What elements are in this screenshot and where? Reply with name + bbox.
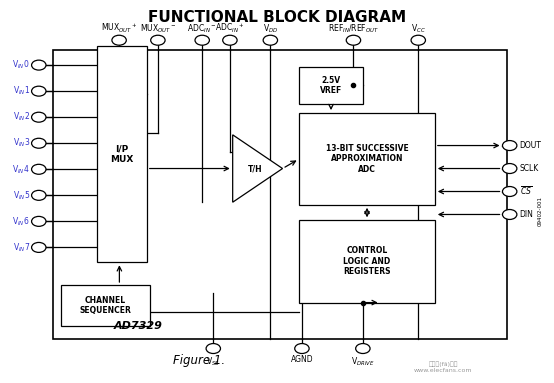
Bar [61,285,150,326]
Text: ADC$_{IN}$$^-$: ADC$_{IN}$$^-$ [187,22,217,35]
Circle shape [195,35,209,45]
Text: V$_{IN}$0: V$_{IN}$0 [12,59,30,71]
Circle shape [502,187,517,196]
Circle shape [206,344,220,354]
Polygon shape [233,135,283,202]
Circle shape [263,35,278,45]
Circle shape [112,35,126,45]
Circle shape [502,164,517,173]
Circle shape [295,344,309,354]
Text: T/H: T/H [248,164,262,173]
Circle shape [356,344,370,354]
Text: AGND: AGND [291,355,313,364]
Text: CONTROL
LOGIC AND
REGISTERS: CONTROL LOGIC AND REGISTERS [343,247,391,276]
Bar [97,46,147,262]
Text: MUX$_{OUT}$$^+$: MUX$_{OUT}$$^+$ [101,22,137,35]
Circle shape [411,35,425,45]
Circle shape [151,35,165,45]
Circle shape [32,242,46,252]
Bar [299,67,363,104]
Text: MUX$_{OUT}$$^-$: MUX$_{OUT}$$^-$ [140,22,176,35]
Circle shape [32,190,46,200]
Text: V$_{IN}$7: V$_{IN}$7 [13,241,30,254]
Text: V$_{DD}$: V$_{DD}$ [263,22,278,35]
Text: V$_{IN}$5: V$_{IN}$5 [13,189,30,201]
Circle shape [223,35,237,45]
Text: 13-BIT SUCCESSIVE
APPROXIMATION
ADC: 13-BIT SUCCESSIVE APPROXIMATION ADC [326,144,408,174]
Text: 2.5V
VREF: 2.5V VREF [320,76,342,95]
Circle shape [502,210,517,219]
Text: 電子發(fā)燒友
www.elecfans.com: 電子發(fā)燒友 www.elecfans.com [414,361,473,373]
Text: FUNCTIONAL BLOCK DIAGRAM: FUNCTIONAL BLOCK DIAGRAM [148,10,406,25]
Circle shape [32,60,46,70]
Bar [53,50,507,339]
Circle shape [32,138,46,148]
Text: ADC$_{IN}$$^+$: ADC$_{IN}$$^+$ [215,22,245,35]
Circle shape [32,86,46,96]
Bar [299,220,435,303]
Circle shape [346,35,361,45]
Text: REF$_{IN}$/REF$_{OUT}$: REF$_{IN}$/REF$_{OUT}$ [328,22,379,35]
Text: V$_{IN}$2: V$_{IN}$2 [13,111,30,123]
Text: V$_{IN}$1: V$_{IN}$1 [13,85,30,97]
Text: Figure 1.: Figure 1. [173,354,225,367]
Text: 09402-001: 09402-001 [537,196,543,226]
Text: AD7329: AD7329 [114,321,163,331]
Text: I/P
MUX: I/P MUX [110,144,134,164]
Circle shape [32,216,46,226]
Text: DIN: DIN [520,210,534,219]
Circle shape [32,112,46,122]
Circle shape [32,164,46,174]
Text: SCLK: SCLK [520,164,539,173]
Text: V$_{IN}$6: V$_{IN}$6 [12,215,30,228]
Text: $\overline{CS}$: $\overline{CS}$ [520,185,532,198]
Bar [299,113,435,205]
Text: V$_{IN}$4: V$_{IN}$4 [12,163,30,175]
Text: V$_{CC}$: V$_{CC}$ [411,22,425,35]
Circle shape [502,141,517,151]
Text: CHANNEL
SEQUENCER: CHANNEL SEQUENCER [79,296,131,315]
Text: V$_{IN}$3: V$_{IN}$3 [13,137,30,149]
Text: DOUT: DOUT [520,141,541,150]
Text: V$_{DRIVE}$: V$_{DRIVE}$ [351,355,375,368]
Text: V$_{SS}$: V$_{SS}$ [206,355,220,368]
